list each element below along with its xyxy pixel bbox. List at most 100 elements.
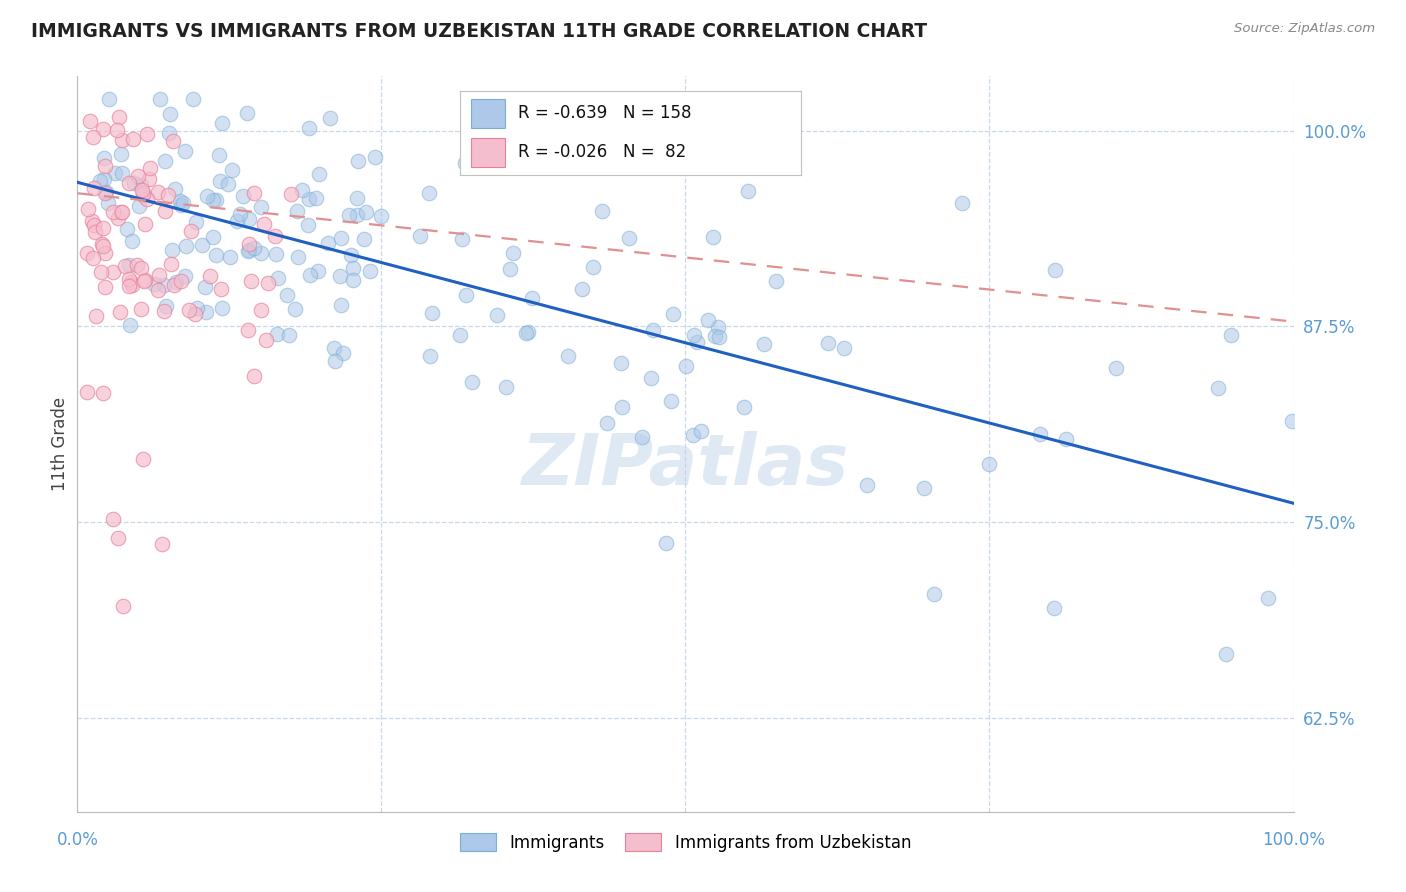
Point xyxy=(950,195,973,210)
Point xyxy=(817,335,839,350)
Point xyxy=(122,176,145,190)
Point xyxy=(148,268,170,282)
Point xyxy=(323,354,346,368)
Point xyxy=(117,278,139,293)
Point xyxy=(979,458,1001,472)
Point xyxy=(97,195,120,210)
Point xyxy=(422,306,444,320)
Point xyxy=(256,276,278,290)
Point xyxy=(111,133,134,147)
Point xyxy=(108,110,131,124)
Point xyxy=(91,386,114,401)
Point xyxy=(754,337,776,351)
Point xyxy=(105,123,128,137)
Point xyxy=(316,236,339,251)
Point xyxy=(205,247,228,261)
Point xyxy=(236,106,259,120)
Point xyxy=(104,166,127,180)
Point xyxy=(682,428,704,442)
Point xyxy=(176,239,198,253)
Point xyxy=(346,191,368,205)
Point xyxy=(454,288,477,302)
Point xyxy=(284,302,307,317)
Point xyxy=(454,156,477,170)
Point xyxy=(702,229,724,244)
Point xyxy=(180,224,202,238)
Point xyxy=(110,147,132,161)
Point xyxy=(226,213,249,227)
Point xyxy=(103,512,125,526)
Point xyxy=(298,193,321,207)
Point xyxy=(118,271,141,285)
Point xyxy=(111,166,134,180)
Point xyxy=(93,172,115,186)
Point xyxy=(191,237,214,252)
Point xyxy=(208,148,231,162)
Point xyxy=(1043,262,1066,277)
Point xyxy=(129,301,152,316)
Point xyxy=(229,207,252,221)
Point xyxy=(157,126,180,140)
Point xyxy=(209,281,232,295)
Point xyxy=(339,248,361,262)
Point xyxy=(342,273,364,287)
Point xyxy=(329,268,352,283)
Point xyxy=(184,215,207,229)
Point xyxy=(690,424,713,438)
Point xyxy=(449,328,471,343)
Point xyxy=(659,394,682,409)
Point xyxy=(120,318,142,332)
Point xyxy=(238,243,260,257)
Point xyxy=(169,194,191,208)
Point xyxy=(94,280,117,294)
Text: ZIPatlas: ZIPatlas xyxy=(522,432,849,500)
Point xyxy=(128,199,150,213)
Point xyxy=(765,274,787,288)
Point xyxy=(354,205,377,219)
Point xyxy=(108,305,131,319)
Point xyxy=(733,401,755,415)
Point xyxy=(370,209,392,223)
Point xyxy=(131,183,153,197)
Point xyxy=(631,430,654,444)
Point xyxy=(460,375,482,389)
Point xyxy=(1054,432,1077,446)
Point xyxy=(153,154,176,169)
Point xyxy=(149,92,172,106)
Point xyxy=(194,279,217,293)
Point xyxy=(318,111,340,125)
Point xyxy=(243,241,266,255)
Point xyxy=(146,284,169,298)
Point xyxy=(91,220,114,235)
Text: IMMIGRANTS VS IMMIGRANTS FROM UZBEKISTAN 11TH GRADE CORRELATION CHART: IMMIGRANTS VS IMMIGRANTS FROM UZBEKISTAN… xyxy=(31,22,927,41)
Point xyxy=(134,217,156,231)
Point xyxy=(266,326,288,341)
Point xyxy=(707,319,730,334)
Point xyxy=(134,273,156,287)
Text: Source: ZipAtlas.com: Source: ZipAtlas.com xyxy=(1234,22,1375,36)
Point xyxy=(160,243,183,257)
Point xyxy=(93,245,115,260)
Point xyxy=(516,325,538,339)
Y-axis label: 11th Grade: 11th Grade xyxy=(51,397,69,491)
Point xyxy=(82,130,104,145)
Point xyxy=(253,217,276,231)
Point xyxy=(103,265,125,279)
Point xyxy=(143,277,166,292)
Point xyxy=(120,275,142,289)
Point xyxy=(254,333,277,347)
Point xyxy=(737,185,759,199)
Point xyxy=(419,349,441,363)
Point xyxy=(685,334,707,349)
Point xyxy=(107,211,129,226)
Point xyxy=(363,150,385,164)
Point xyxy=(181,92,204,106)
Point xyxy=(571,282,593,296)
Point xyxy=(264,247,287,261)
Point xyxy=(121,278,143,293)
Point xyxy=(250,200,273,214)
Point xyxy=(201,229,224,244)
Point xyxy=(155,203,177,218)
Point xyxy=(76,202,98,217)
Point xyxy=(912,481,935,495)
